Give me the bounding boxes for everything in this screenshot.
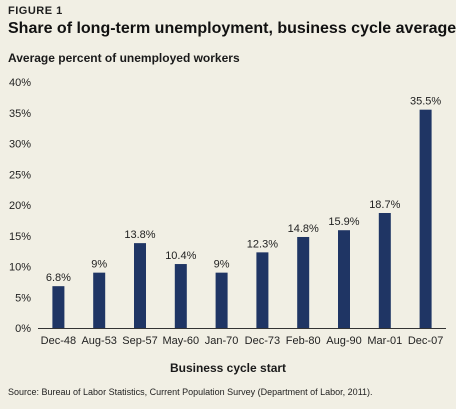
x-tick-label: May-60: [162, 335, 199, 347]
y-axis-title: Average percent of unemployed workers: [8, 51, 240, 65]
x-tick-label: Dec-07: [408, 335, 443, 347]
x-tick-label: Feb-80: [286, 335, 321, 347]
x-tick-label: Aug-53: [81, 335, 116, 347]
data-label: 13.8%: [124, 229, 155, 241]
y-tick-label: 30%: [9, 139, 31, 151]
y-tick-label: 5%: [15, 292, 31, 304]
data-label: 12.3%: [247, 238, 278, 250]
y-tick-label: 25%: [9, 169, 31, 181]
bar-aug-90: [338, 230, 350, 328]
y-tick-label: 40%: [9, 77, 31, 89]
bar-dec-73: [256, 252, 269, 328]
x-axis-title: Business cycle start: [169, 361, 287, 375]
y-tick-label: 20%: [9, 200, 31, 212]
data-labels-group: 6.8% 9% 13.8% 10.4% 9% 12.3% 14.8% 15.9% 18.7% 35…: [46, 96, 442, 285]
bar-may-60: [174, 264, 187, 328]
y-tick-label: 0%: [15, 323, 31, 335]
figure-label: FIGURE 1: [8, 5, 63, 17]
y-tick-label: 35%: [9, 108, 31, 120]
x-tick-label: Dec-73: [245, 335, 280, 347]
x-tick-label: Dec-48: [41, 335, 76, 347]
x-tick-label: Jan-70: [205, 335, 239, 347]
chart-title: Share of long-term unemployment, busines…: [8, 20, 456, 37]
data-label: 15.9%: [328, 216, 359, 228]
bar-aug-53: [93, 272, 106, 328]
x-axis-ticks: Dec-48 Aug-53 Sep-57 May-60 Jan-70 Dec-73 Feb-…: [41, 335, 444, 347]
bar-dec-07: [419, 109, 432, 328]
y-tick-label: 10%: [9, 262, 31, 274]
data-label: 10.4%: [165, 250, 196, 262]
bar-feb-80: [297, 236, 310, 328]
source-note: Source: Bureau of Labor Statistics, Curr…: [8, 387, 373, 397]
bar-jan-70: [215, 272, 228, 328]
x-tick-label: Mar-01: [367, 335, 402, 347]
x-tick-label: Sep-57: [122, 335, 157, 347]
data-label: 35.5%: [410, 96, 441, 108]
data-label: 9%: [91, 259, 107, 271]
data-label: 14.8%: [288, 223, 319, 235]
bar-sep-57: [134, 243, 146, 328]
y-axis-ticks: 0% 5% 10% 15% 20% 25% 30% 35% 40%: [9, 77, 31, 335]
y-tick-label: 15%: [9, 231, 31, 243]
data-label: 9%: [214, 259, 230, 271]
bar-mar-01: [378, 212, 391, 328]
bars-group: [52, 109, 432, 328]
data-label: 18.7%: [369, 199, 400, 211]
x-tick-label: Aug-90: [326, 335, 361, 347]
data-label: 6.8%: [46, 272, 71, 284]
bar-dec-48: [52, 286, 65, 328]
bar-chart: 0% 5% 10% 15% 20% 25% 30% 35% 40% 6.8% 9% 13.8% 10.…: [9, 77, 446, 347]
